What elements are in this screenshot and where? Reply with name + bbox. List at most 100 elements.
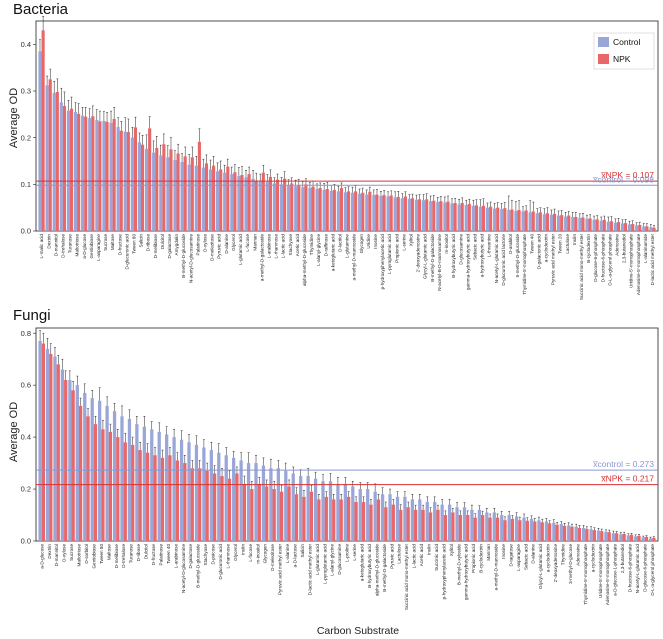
bar-control xyxy=(556,215,561,231)
bar-control xyxy=(507,210,511,231)
category-label: B-methyl-D-glucoside xyxy=(181,234,186,278)
bar-npk xyxy=(204,163,209,231)
category-label: B-methyl-D-galactoside xyxy=(430,234,435,282)
bar-npk xyxy=(495,517,500,541)
bar-npk xyxy=(71,390,75,541)
bar-npk xyxy=(458,515,462,541)
bar-control xyxy=(343,192,347,231)
bar-npk xyxy=(602,219,606,231)
category-label: a-hydroxybutyric acid xyxy=(480,234,485,278)
category-label: Maltose xyxy=(106,544,111,561)
category-label: Mannan xyxy=(252,234,257,251)
category-label: D-melezitose xyxy=(270,544,275,571)
bar-npk xyxy=(205,470,209,541)
bar-npk xyxy=(595,219,599,231)
bar-control xyxy=(522,517,526,541)
category-label: m-inositol xyxy=(444,234,449,254)
bar-control xyxy=(634,536,638,541)
category-label: p-hydroxyphenylacetic acid xyxy=(441,544,446,600)
bar-control xyxy=(599,220,603,231)
bar-control xyxy=(425,502,429,541)
bar-npk xyxy=(615,533,619,541)
category-label: Gentiobiose xyxy=(91,544,96,569)
category-label: L-serine xyxy=(352,544,357,561)
bar-control xyxy=(485,207,490,231)
y-tick-label: 0.4 xyxy=(21,433,31,442)
bar-control xyxy=(116,126,120,231)
category-label: D-glucuronic acid lactone xyxy=(501,234,506,286)
bar-control xyxy=(328,481,333,541)
bar-npk xyxy=(588,218,592,231)
bar-npk xyxy=(375,194,379,231)
category-label: D-mannitol xyxy=(53,234,58,256)
y-tick-label: 0.3 xyxy=(21,87,31,96)
bar-control xyxy=(179,439,184,541)
category-label: Palatinose xyxy=(158,544,163,566)
bar-npk xyxy=(93,424,98,541)
bar-control xyxy=(619,534,623,541)
category-label: L-alanyl-glycine xyxy=(316,234,321,266)
bar-npk xyxy=(148,128,152,231)
bar-control xyxy=(450,203,454,231)
bar-npk xyxy=(133,127,138,231)
category-label: Tween 80 xyxy=(131,234,136,254)
category-label: a-D-glucose xyxy=(82,234,87,259)
bar-npk xyxy=(567,215,571,231)
bar-control xyxy=(224,455,228,541)
bar-control xyxy=(485,512,489,541)
bar-control xyxy=(478,206,482,231)
category-label: Succinic acid mono-methyl ester xyxy=(404,544,409,611)
category-label: Adenosine-5'-monophosphate xyxy=(636,234,641,296)
bar-control xyxy=(294,186,298,231)
category-label: Inosine xyxy=(501,544,506,559)
bar-control xyxy=(95,119,99,231)
bar-npk xyxy=(652,227,656,231)
bar-control xyxy=(549,214,553,231)
category-label: Glycyl-L-glutamic acid xyxy=(538,544,543,589)
category-label: Glycerol xyxy=(233,544,238,561)
y-tick-label: 0.2 xyxy=(21,485,31,494)
bar-npk xyxy=(56,364,60,541)
category-label: N-acetyl-L-glutamic acid xyxy=(635,544,640,594)
bar-npk xyxy=(297,185,301,231)
bar-control xyxy=(436,202,440,231)
bar-npk xyxy=(302,496,306,541)
bar-control xyxy=(613,222,617,231)
bar-npk xyxy=(55,91,59,231)
bar-control xyxy=(265,182,269,231)
bar-control xyxy=(537,520,541,541)
bar-control xyxy=(440,504,444,541)
category-label: Turanose xyxy=(129,544,134,564)
bar-npk xyxy=(279,491,284,541)
y-tick-label: 0.1 xyxy=(21,180,31,189)
category-label: Glycogen xyxy=(359,234,364,254)
bar-npk xyxy=(69,108,74,231)
bar-control xyxy=(232,457,236,541)
bar-control xyxy=(127,418,132,541)
category-label: D-galactonic acid xyxy=(536,234,541,270)
category-label: Adenosine xyxy=(575,544,580,566)
category-label: B-cyclodextrin xyxy=(479,544,484,573)
bar-npk xyxy=(317,499,321,541)
bar-control xyxy=(447,504,452,541)
category-label: Pyruvic acid methyl ester xyxy=(278,544,283,596)
bar-control xyxy=(152,152,156,231)
bar-npk xyxy=(275,179,280,231)
category-label: Sebacic acid xyxy=(472,234,477,260)
bar-control xyxy=(649,227,653,231)
bar-control xyxy=(351,486,355,541)
bar-npk xyxy=(577,528,582,541)
bar-npk xyxy=(145,452,150,541)
bar-npk xyxy=(250,489,254,541)
category-label: Tween 40 xyxy=(529,234,534,254)
bar-control xyxy=(585,218,589,231)
bar-npk xyxy=(560,215,564,231)
bar-npk xyxy=(153,455,157,541)
bar-control xyxy=(284,470,288,541)
category-label: Sucrose xyxy=(103,234,108,251)
bar-control xyxy=(187,164,191,231)
category-label: Maltotriose xyxy=(77,544,82,567)
bar-control xyxy=(45,85,49,232)
category-label: D-trehalose xyxy=(60,234,65,258)
category-label: Succinic acid xyxy=(434,544,439,571)
